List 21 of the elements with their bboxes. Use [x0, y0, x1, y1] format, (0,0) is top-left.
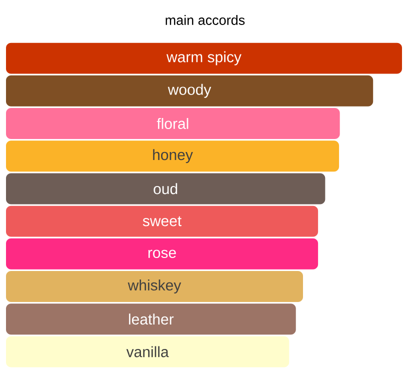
- y-tick-label: warm spicy: [166, 51, 242, 66]
- bar: [6, 206, 318, 237]
- chart-title: main accords: [166, 15, 245, 25]
- y-tick-label: oud: [154, 183, 178, 194]
- bar: [6, 173, 326, 204]
- y-tick-label: leather: [129, 314, 174, 325]
- y-tick-label: sweet: [142, 216, 182, 226]
- bar: [6, 271, 304, 302]
- bar: [6, 238, 318, 270]
- bar: [6, 108, 340, 139]
- bar: [6, 140, 340, 172]
- y-tick-label: floral: [156, 118, 188, 129]
- bar: [6, 75, 374, 106]
- bar: [6, 336, 290, 368]
- y-tick-label: woody: [168, 84, 212, 98]
- y-tick-label: honey: [153, 149, 193, 164]
- bar: [6, 42, 402, 74]
- y-tick-label: whiskey: [128, 280, 182, 294]
- y-tick-label: vanilla: [126, 346, 169, 358]
- y-tick-label: rose: [148, 250, 176, 258]
- bar: [6, 304, 296, 335]
